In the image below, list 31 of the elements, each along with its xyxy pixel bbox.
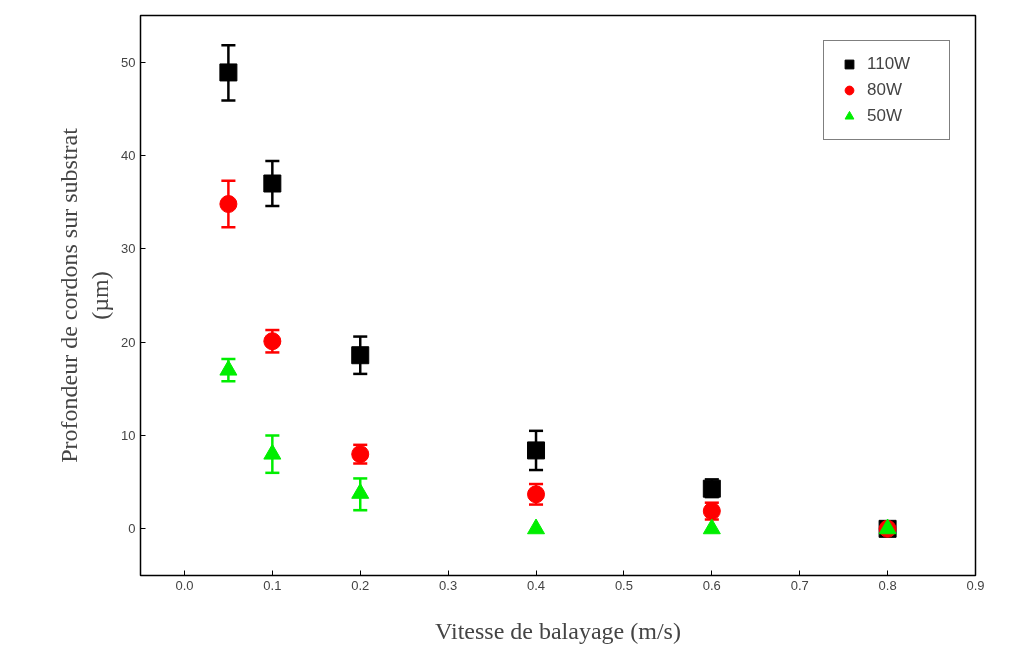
x-tick-label: 0.2 xyxy=(351,577,370,593)
x-tick-label: 0.4 xyxy=(526,577,546,593)
x-tick-label: 0.9 xyxy=(966,577,985,593)
point xyxy=(219,195,238,214)
y-tick-label: 10 xyxy=(121,428,136,443)
point xyxy=(263,174,282,193)
y-tick-label: 40 xyxy=(121,148,136,163)
point xyxy=(351,346,370,365)
x-tick-label: 0.6 xyxy=(702,577,721,593)
legend-label: 80W xyxy=(867,80,903,100)
y-tick-label: 30 xyxy=(121,241,136,257)
legend-label: 110W xyxy=(867,54,912,74)
x-axis-title: Vitesse de balayage (m/s) xyxy=(435,617,681,644)
y-axis-title: Profondeur de cordons sur substrat (µm) xyxy=(55,127,114,463)
legend-label: 50W xyxy=(867,106,903,126)
y-tick-label: 0 xyxy=(128,521,136,537)
x-tick-label: 0.5 xyxy=(614,577,633,593)
x-tick-label: 0.8 xyxy=(878,577,897,593)
point xyxy=(702,518,721,535)
x-tick-label: 0.3 xyxy=(439,577,458,593)
point xyxy=(219,63,238,82)
x-tick-label: 0.7 xyxy=(790,577,809,593)
y-tick-label: 20 xyxy=(121,334,136,350)
point xyxy=(263,443,282,460)
point xyxy=(263,332,282,351)
x-tick-label: 0.1 xyxy=(263,577,282,593)
point xyxy=(527,518,546,535)
point xyxy=(351,483,370,499)
point xyxy=(527,441,546,460)
y-tick-label: 50 xyxy=(121,54,136,70)
x-tick-label: 0.0 xyxy=(175,577,194,593)
